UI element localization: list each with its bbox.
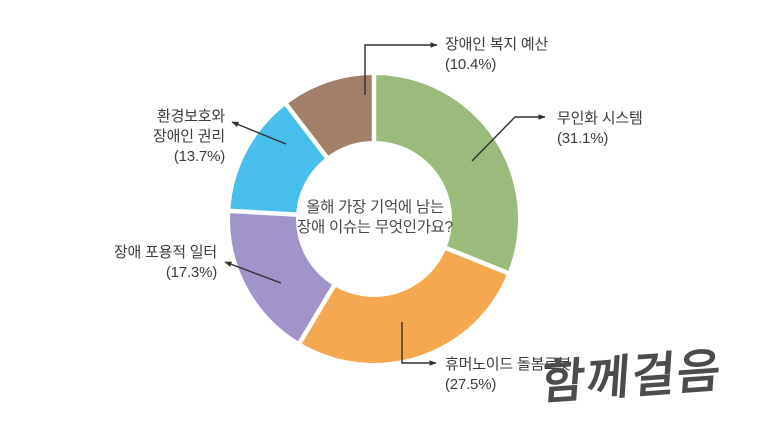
donut-segment-welfare-budget: [286, 75, 374, 158]
label-inclusive-workplace: 장애 포용적 일터 (17.3%): [114, 243, 217, 283]
segment-separator: [227, 208, 300, 218]
callout-line-humanoid-care-robot: [401, 322, 437, 366]
label-humanoid-care-robot-name: 휴머노이드 돌봄로봇: [445, 356, 572, 373]
donut-segment-humanoid-care-robot: [299, 248, 508, 363]
label-welfare-budget: 장애인 복지 예산 (10.4%): [445, 35, 548, 75]
label-environment-rights-name-line2: 장애인 권리: [153, 128, 225, 145]
chart-center-question-line2: 장애 이슈는 무엇인가요?: [297, 219, 453, 236]
segment-separator: [282, 100, 331, 161]
label-welfare-budget-name: 장애인 복지 예산: [445, 36, 549, 53]
label-inclusive-workplace-name: 장애 포용적 일터: [113, 244, 217, 261]
donut-segment-separators: [227, 72, 512, 347]
callout-line-welfare-budget: [364, 42, 438, 95]
label-humanoid-care-robot: 휴머노이드 돌봄로봇 (27.5%): [445, 355, 572, 395]
chart-center-question-line1: 올해 가장 기억에 남는: [306, 199, 444, 216]
donut-segment-environment-rights: [230, 104, 327, 215]
label-humanoid-care-robot-pct: (27.5%): [445, 376, 497, 393]
label-environment-rights-pct: (13.7%): [173, 148, 225, 165]
label-inclusive-workplace-pct: (17.3%): [165, 264, 217, 281]
chart-center-question: 올해 가장 기억에 남는 장애 이슈는 무엇인가요?: [265, 198, 485, 238]
label-environment-rights-name-line1: 환경보호와: [156, 108, 225, 125]
callout-line-inclusive-workplace: [224, 261, 282, 284]
callout-line-environment-rights: [231, 121, 287, 145]
label-unmanned-system: 무인화 시스템 (31.1%): [557, 109, 643, 149]
donut-segment-unmanned-system: [374, 75, 518, 273]
label-unmanned-system-pct: (31.1%): [557, 130, 609, 147]
segment-separator: [442, 244, 512, 277]
donut-segments: [230, 75, 518, 363]
donut-segment-inclusive-workplace: [230, 210, 334, 343]
segment-separator: [296, 282, 338, 347]
callout-line-unmanned-system: [471, 114, 546, 162]
label-welfare-budget-pct: (10.4%): [445, 56, 497, 73]
label-environment-rights: 환경보호와 장애인 권리 (13.7%): [153, 107, 225, 167]
label-unmanned-system-name: 무인화 시스템: [557, 110, 643, 127]
